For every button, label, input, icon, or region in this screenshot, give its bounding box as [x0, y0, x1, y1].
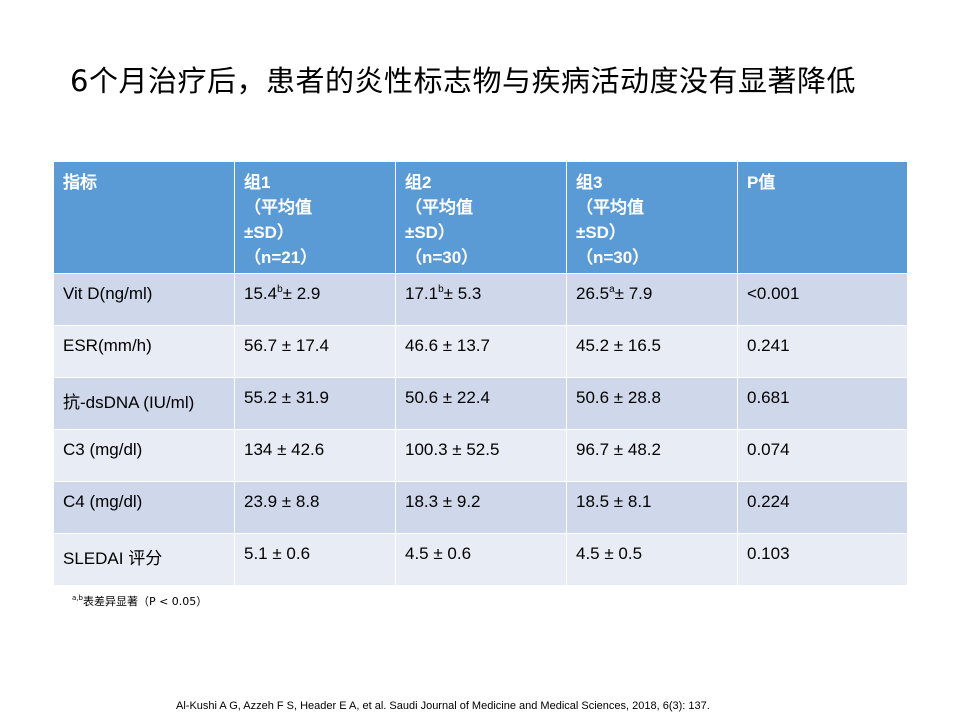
footnote-text: 表差异显著（P < 0.05） — [82, 595, 208, 608]
cell-sig-mark: a — [609, 284, 615, 295]
cell-group-2: 100.3 ± 52.5 — [395, 429, 567, 482]
table-row: SLEDAI 评分 5.1 ± 0.6 4.5 ± 0.6 4.5 ± 0.5 … — [53, 533, 908, 586]
cell-p-value: <0.001 — [737, 273, 908, 326]
header-group-1-line: （平均值 — [244, 198, 312, 217]
results-table: 指标 组1 （平均值 ±SD） （n=21） 组2 （平均值 ±SD） （n=3… — [53, 161, 908, 586]
cell-mean: 26.5 — [576, 284, 610, 303]
cell-sig-mark: b — [438, 284, 444, 295]
cell-group-3: 45.2 ± 16.5 — [566, 325, 738, 378]
header-group-3-line: ±SD） — [576, 223, 626, 242]
header-group-2-line: ±SD） — [405, 223, 455, 242]
header-group-2-line: 组2 — [405, 173, 432, 192]
header-group-2: 组2 （平均值 ±SD） （n=30） — [395, 161, 567, 274]
cell-group-2: 50.6 ± 22.4 — [395, 377, 567, 430]
row-indicator: SLEDAI 评分 — [53, 533, 235, 586]
header-group-2-line: （平均值 — [405, 198, 473, 217]
cell-p-value: 0.103 — [737, 533, 908, 586]
header-group-1: 组1 （平均值 ±SD） （n=21） — [234, 161, 396, 274]
cell-group-2: 17.1b± 5.3 — [395, 273, 567, 326]
header-group-1-line: ±SD） — [244, 223, 294, 242]
cell-sd: ± 7.9 — [614, 284, 653, 303]
cell-group-1: 15.4b± 2.9 — [234, 273, 396, 326]
cell-sd: ± 5.3 — [443, 284, 482, 303]
table-row: C3 (mg/dl) 134 ± 42.6 100.3 ± 52.5 96.7 … — [53, 429, 908, 482]
table-row: 抗-dsDNA (IU/ml) 55.2 ± 31.9 50.6 ± 22.4 … — [53, 377, 908, 430]
table-header-row: 指标 组1 （平均值 ±SD） （n=21） 组2 （平均值 ±SD） （n=3… — [53, 161, 908, 274]
header-p-value: P值 — [737, 161, 908, 274]
cell-group-3: 4.5 ± 0.5 — [566, 533, 738, 586]
header-group-3: 组3 （平均值 ±SD） （n=30） — [566, 161, 738, 274]
cell-group-1: 134 ± 42.6 — [234, 429, 396, 482]
cell-group-3: 50.6 ± 28.8 — [566, 377, 738, 430]
slide-title: 6个月治疗后，患者的炎性标志物与疾病活动度没有显著降低 — [70, 64, 856, 98]
cell-group-2: 18.3 ± 9.2 — [395, 481, 567, 534]
table-row: Vit D(ng/ml) 15.4b± 2.9 17.1b± 5.3 26.5a… — [53, 273, 908, 326]
header-group-2-line: （n=30） — [405, 248, 479, 267]
citation: Al-Kushi A G, Azzeh F S, Header E A, et … — [176, 700, 710, 712]
header-group-3-line: 组3 — [576, 173, 603, 192]
header-group-1-line: 组1 — [244, 173, 271, 192]
row-indicator: C3 (mg/dl) — [53, 429, 235, 482]
cell-mean: 15.4 — [244, 284, 278, 303]
row-indicator: Vit D(ng/ml) — [53, 273, 235, 326]
cell-sig-mark: b — [277, 284, 283, 295]
table-footnote: a,b表差异显著（P < 0.05） — [72, 593, 207, 609]
cell-p-value: 0.074 — [737, 429, 908, 482]
cell-group-1: 55.2 ± 31.9 — [234, 377, 396, 430]
cell-group-2: 4.5 ± 0.6 — [395, 533, 567, 586]
table-row: C4 (mg/dl) 23.9 ± 8.8 18.3 ± 9.2 18.5 ± … — [53, 481, 908, 534]
cell-p-value: 0.241 — [737, 325, 908, 378]
header-group-1-line: （n=21） — [244, 248, 318, 267]
row-indicator: 抗-dsDNA (IU/ml) — [53, 377, 235, 430]
cell-sd: ± 2.9 — [282, 284, 321, 303]
cell-group-2: 46.6 ± 13.7 — [395, 325, 567, 378]
cell-group-3: 18.5 ± 8.1 — [566, 481, 738, 534]
row-indicator: ESR(mm/h) — [53, 325, 235, 378]
cell-p-value: 0.681 — [737, 377, 908, 430]
header-group-3-line: （n=30） — [576, 248, 650, 267]
cell-p-value: 0.224 — [737, 481, 908, 534]
cell-group-1: 56.7 ± 17.4 — [234, 325, 396, 378]
cell-mean: 17.1 — [405, 284, 439, 303]
cell-group-1: 5.1 ± 0.6 — [234, 533, 396, 586]
header-group-3-line: （平均值 — [576, 198, 644, 217]
footnote-marks: a,b — [72, 594, 83, 602]
row-indicator: C4 (mg/dl) — [53, 481, 235, 534]
cell-group-1: 23.9 ± 8.8 — [234, 481, 396, 534]
cell-group-3: 96.7 ± 48.2 — [566, 429, 738, 482]
cell-group-3: 26.5a± 7.9 — [566, 273, 738, 326]
table-row: ESR(mm/h) 56.7 ± 17.4 46.6 ± 13.7 45.2 ±… — [53, 325, 908, 378]
header-indicator: 指标 — [53, 161, 235, 274]
